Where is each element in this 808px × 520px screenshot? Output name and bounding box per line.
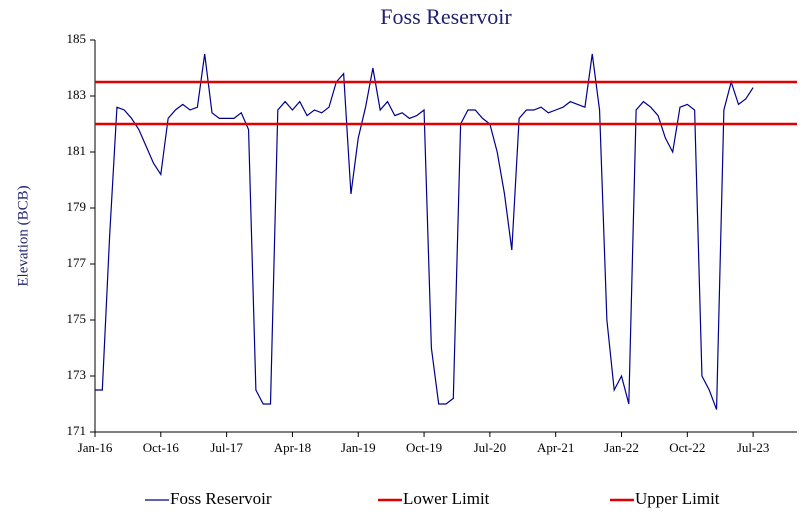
chart-title: Foss Reservoir (380, 4, 512, 29)
x-tick-label: Oct-16 (143, 440, 180, 455)
x-tick-label: Oct-22 (669, 440, 705, 455)
y-tick-label: 179 (67, 199, 87, 214)
y-tick-label: 175 (67, 311, 87, 326)
y-tick-label: 171 (67, 423, 87, 438)
y-tick-label: 183 (67, 87, 87, 102)
legend-label: Foss Reservoir (170, 489, 272, 508)
y-tick-label: 181 (67, 143, 87, 158)
x-tick-label: Apr-18 (274, 440, 311, 455)
y-tick-label: 173 (67, 367, 87, 382)
y-axis-title: Elevation (BCB) (15, 185, 31, 286)
legend-label: Lower Limit (403, 489, 490, 508)
x-tick-label: Jan-22 (604, 440, 639, 455)
legend-label: Upper Limit (635, 489, 720, 508)
x-tick-label: Jul-20 (474, 440, 507, 455)
x-tick-label: Jan-16 (78, 440, 113, 455)
x-tick-label: Jul-23 (737, 440, 770, 455)
x-tick-label: Apr-21 (537, 440, 574, 455)
x-tick-label: Jan-19 (341, 440, 376, 455)
x-tick-label: Jul-17 (210, 440, 243, 455)
y-tick-label: 185 (67, 31, 87, 46)
data-line (95, 53, 754, 410)
x-tick-label: Oct-19 (406, 440, 442, 455)
y-tick-label: 177 (67, 255, 87, 270)
